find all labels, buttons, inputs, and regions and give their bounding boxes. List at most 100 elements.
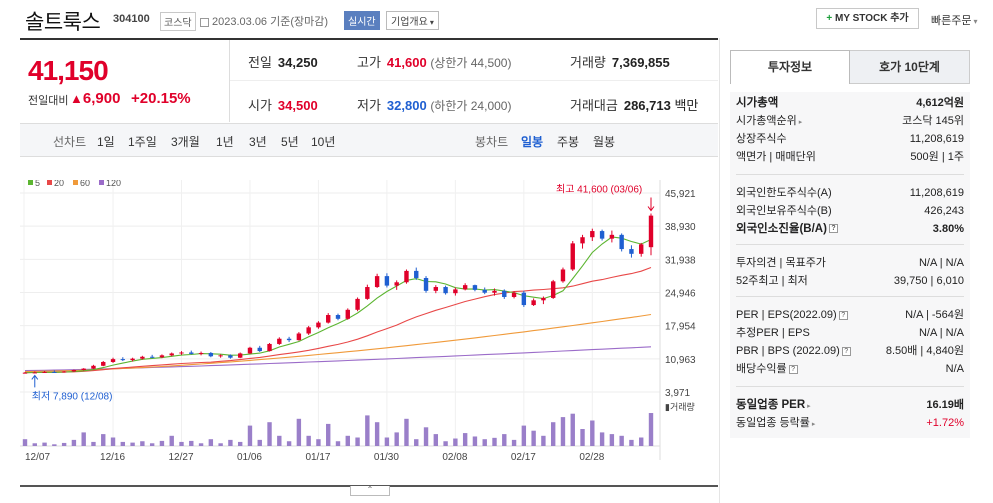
volume-bar [198,443,204,446]
volume-bar [120,441,126,446]
chevron-right-icon[interactable]: ▸ [798,119,803,126]
candle-body [404,270,409,283]
date-basis: 기준(장마감) [270,16,329,28]
info-value: N/A | N/A [918,257,964,269]
candle-chart-label: 봉차트 [475,135,509,149]
help-icon[interactable]: ? [788,364,798,374]
divider [230,80,718,81]
candle-body [502,290,507,297]
x-tick-label: 01/30 [374,452,399,463]
open-value: 34,500 [277,98,318,113]
candle-body [384,276,390,286]
volume-bar [492,437,497,446]
tab-investment-info[interactable]: 투자정보 [730,50,850,84]
period-3m[interactable]: 3개월 [171,135,200,149]
legend-label: 5 [35,180,40,188]
candle-body [511,292,517,297]
period-1y[interactable]: 1년 [216,135,234,149]
volume-bar [394,432,399,446]
candle-body [580,237,585,244]
volume-bar [384,437,390,446]
legend-label: 60 [80,180,90,188]
candle-body [218,355,223,357]
x-tick-label: 02/28 [579,452,604,463]
volume-label: 거래량 [570,55,606,70]
company-info-dropdown[interactable]: 기업개요 ▾ [386,11,439,30]
tab-orderbook-10[interactable]: 호가 10단계 [850,50,970,84]
period-5y[interactable]: 5년 [281,135,299,149]
volume-value: 7,369,855 [611,55,670,70]
quick-order-link[interactable]: 빠른주문 ▾ [931,12,978,28]
candle-monthly[interactable]: 월봉 [593,135,616,149]
candle-body [374,276,380,288]
candle-daily[interactable]: 일봉 [521,135,544,149]
candle-body [101,361,106,366]
volume-bar [531,430,536,446]
x-tick-label: 12/16 [100,452,125,463]
volume-bar [52,444,57,446]
candle-weekly[interactable]: 주봉 [557,135,580,149]
prev-close-value: 34,250 [277,55,318,70]
amount-value: 286,713 [623,98,671,113]
info-row: 52주최고 | 최저 39,750 | 6,010 [736,272,964,290]
candle-body [140,356,145,359]
help-icon[interactable]: ? [838,310,848,320]
volume-bar [443,441,448,446]
info-key: 배당수익률? [736,360,798,378]
prev-close: 전일 34,250 [248,52,318,71]
change-label: 전일대비 [28,95,69,107]
volume-bar [247,425,253,446]
chevron-right-icon[interactable]: ▸ [811,421,816,428]
candle-body [609,234,615,239]
volume-bar [306,435,311,446]
volume-bar [267,422,272,446]
info-key: 52주최고 | 최저 [736,275,808,287]
volume-bar [404,418,409,446]
period-10y[interactable]: 10년 [311,135,336,149]
volume-bar [189,440,194,446]
volume-bar [472,436,478,446]
volume-bar [502,434,507,446]
plus-icon: + [826,13,833,24]
volume-bar [22,439,28,446]
stock-chart[interactable]: 45,921 38,930 31,938 24,946 17,954 10,963 3,97… [20,180,718,470]
candle-body [365,287,370,299]
info-key: 추정PER | EPS [736,327,810,339]
chevron-down-icon: ▾ [973,17,978,26]
live-button[interactable]: 실시간 [344,11,380,30]
quick-order-label: 빠른주문 [931,15,972,27]
volume-bar [355,437,360,446]
change-percent: +20.15% [131,90,191,107]
candle-body [179,352,184,354]
candle-body [198,352,204,354]
my-stock-label: MY STOCK 추가 [835,13,909,24]
legend-swatch [47,180,52,185]
candle-body [541,297,546,301]
my-stock-add-button[interactable]: + MY STOCK 추가 [816,8,919,29]
info-value: 11,208,619 [909,133,964,145]
period-1w[interactable]: 1주일 [128,135,157,149]
volume-bar [130,442,135,446]
period-1d[interactable]: 1일 [97,135,115,149]
info-row: 배당수익률? N/A [736,360,964,378]
volume-bar [61,442,67,446]
info-value: 500원 | 1주 [910,151,964,163]
volume-bar [374,422,380,446]
volume-bar [453,438,458,446]
volume-bar [590,420,595,446]
volume-bar [81,432,86,446]
volume-bar [414,439,419,446]
info-value: 8.50배 | 4,840원 [885,345,964,357]
volume-bar [423,427,429,446]
volume-bar [32,443,37,446]
help-icon[interactable]: ? [841,346,851,356]
help-icon[interactable]: ? [828,224,838,234]
info-key: 상장주식수 [736,133,787,145]
candle-body [91,365,96,369]
amount-label: 거래대금 [570,98,618,113]
chevron-up-icon[interactable]: ⌃ [350,486,390,496]
y-tick-label: 38,930 [665,222,696,233]
info-key: 액면가 | 매매단위 [736,151,816,163]
chevron-right-icon[interactable]: ▸ [807,403,811,410]
period-3y[interactable]: 3년 [249,135,267,149]
